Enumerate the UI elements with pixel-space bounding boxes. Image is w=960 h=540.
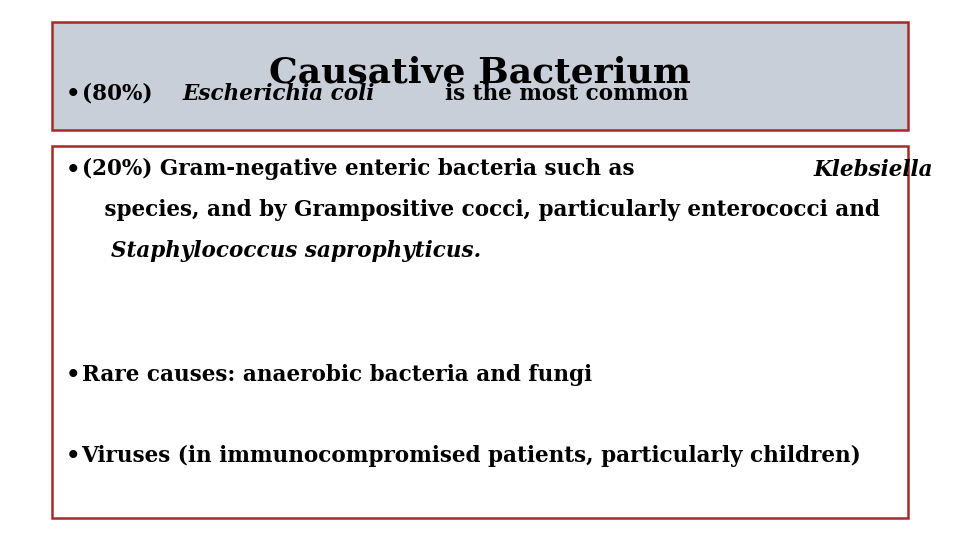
Text: Klebsiella: Klebsiella: [814, 159, 933, 180]
Text: Escherichia coli: Escherichia coli: [182, 83, 374, 105]
Text: Rare causes: anaerobic bacteria and fungi: Rare causes: anaerobic bacteria and fung…: [82, 364, 591, 386]
FancyBboxPatch shape: [52, 22, 908, 130]
Text: (80%): (80%): [82, 83, 159, 105]
Text: •: •: [65, 159, 80, 180]
Text: (20%) Gram-negative enteric bacteria such as: (20%) Gram-negative enteric bacteria suc…: [82, 158, 649, 180]
FancyBboxPatch shape: [52, 146, 908, 518]
Text: •: •: [65, 83, 80, 105]
Text: species, and by Grampositive cocci, particularly enterococci and: species, and by Grampositive cocci, part…: [82, 199, 879, 221]
Text: Viruses (in immunocompromised patients, particularly children): Viruses (in immunocompromised patients, …: [82, 444, 861, 467]
Text: •: •: [65, 364, 80, 386]
Text: is the most common: is the most common: [430, 83, 689, 105]
Text: •: •: [65, 445, 80, 467]
Text: Causative Bacterium: Causative Bacterium: [269, 56, 691, 90]
Text: Staphylococcus saprophyticus.: Staphylococcus saprophyticus.: [110, 240, 481, 261]
